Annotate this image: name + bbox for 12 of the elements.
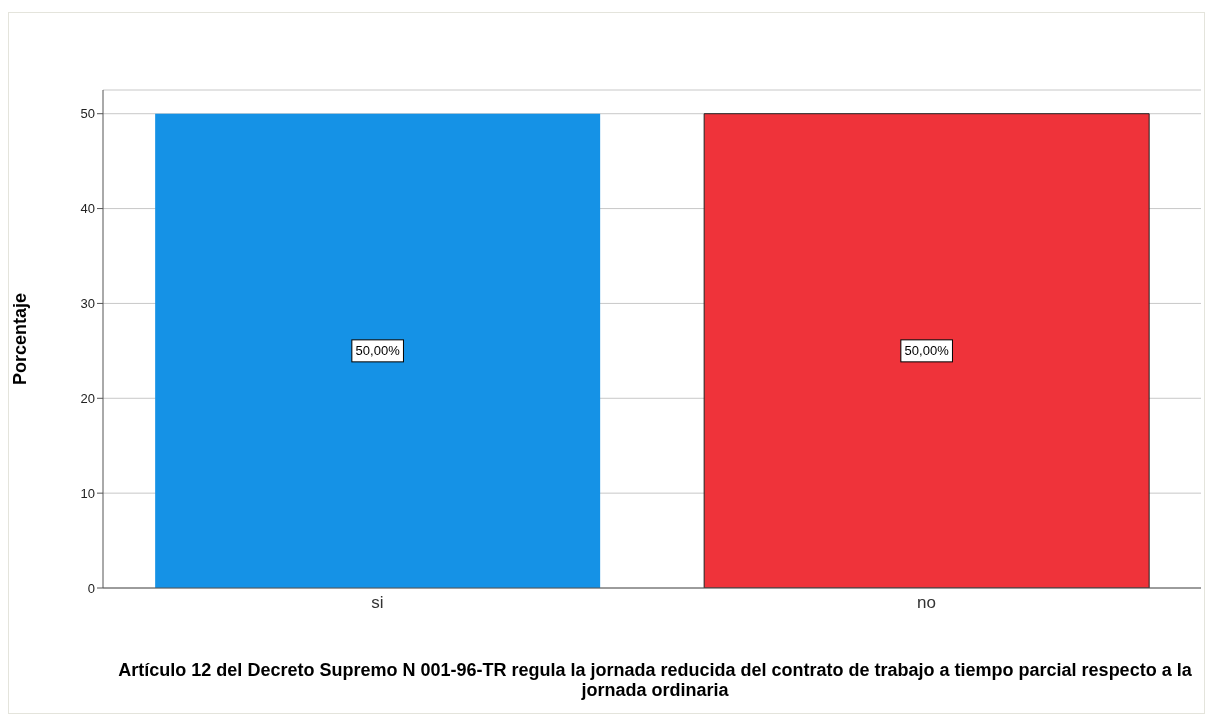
x-tick-label: no bbox=[917, 593, 936, 613]
y-tick-label: 50 bbox=[80, 106, 95, 122]
y-axis-title: Porcentaje bbox=[10, 292, 31, 386]
x-tick-label: si bbox=[371, 593, 384, 613]
y-tick-label: 0 bbox=[87, 580, 95, 596]
data-label: 50,00% bbox=[904, 342, 950, 358]
y-tick-label: 10 bbox=[80, 485, 95, 501]
y-tick-label: 40 bbox=[80, 201, 95, 217]
y-tick-label: 20 bbox=[80, 390, 95, 406]
x-axis-title: Artículo 12 del Decreto Supremo N 001-96-TR regula la jornada reducida del contrato de trabajo a tiempo parcial respecto a la jornada ordinaria bbox=[117, 660, 1193, 700]
data-label: 50,00% bbox=[355, 342, 401, 358]
y-tick-label: 30 bbox=[80, 296, 95, 312]
